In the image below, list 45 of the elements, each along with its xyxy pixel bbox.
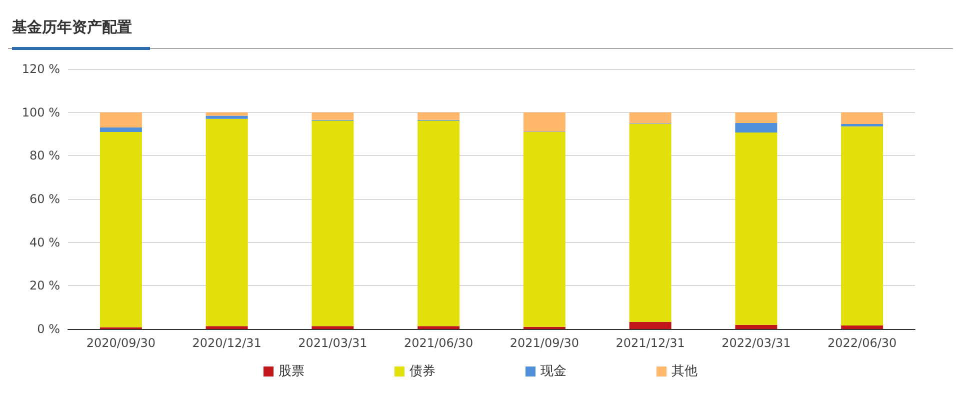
bar [206, 116, 248, 119]
x-tick-label: 2022/03/31 [722, 336, 791, 350]
bar [629, 322, 672, 329]
chart-title: 基金历年资产配置 [12, 18, 132, 37]
x-tick-label: 2022/06/30 [827, 336, 897, 350]
y-tick-label: 100 % [22, 105, 60, 120]
bar [418, 112, 460, 120]
bar [735, 122, 778, 132]
y-tick-label: 60 % [30, 192, 60, 206]
bar [100, 128, 142, 132]
bar [841, 326, 884, 329]
x-tick-label: 2021/03/31 [298, 336, 368, 350]
y-tick-label: 0 % [37, 322, 60, 336]
bar [629, 124, 672, 322]
bar [418, 120, 460, 326]
bar [418, 326, 460, 329]
bar [841, 112, 884, 124]
bar [629, 112, 672, 124]
bar [312, 326, 354, 329]
x-tick-label: 2021/12/31 [616, 336, 685, 350]
legend-label: 其他 [672, 364, 698, 379]
legend-label: 现金 [540, 364, 566, 379]
bar [206, 112, 248, 116]
x-tick-label: 2020/12/31 [192, 336, 262, 350]
bar [100, 132, 142, 328]
bar [735, 324, 778, 329]
bar [735, 132, 778, 325]
bar [523, 112, 566, 132]
x-tick-label: 2021/09/30 [510, 336, 580, 350]
y-tick-label: 80 % [30, 148, 60, 163]
bar [312, 112, 354, 120]
bar [735, 112, 778, 123]
y-tick-label: 40 % [30, 235, 60, 250]
x-tick-label: 2020/09/30 [86, 336, 156, 350]
bar [100, 112, 142, 128]
legend-label: 股票 [278, 364, 304, 379]
bar [312, 120, 354, 326]
legend-label: 债券 [410, 364, 436, 379]
x-tick-label: 2021/06/30 [404, 336, 474, 350]
bar [206, 326, 248, 329]
bar [523, 132, 566, 327]
bar [206, 118, 248, 326]
y-tick-label: 120 % [22, 62, 60, 76]
y-tick-label: 20 % [30, 278, 60, 293]
bar [841, 126, 884, 326]
